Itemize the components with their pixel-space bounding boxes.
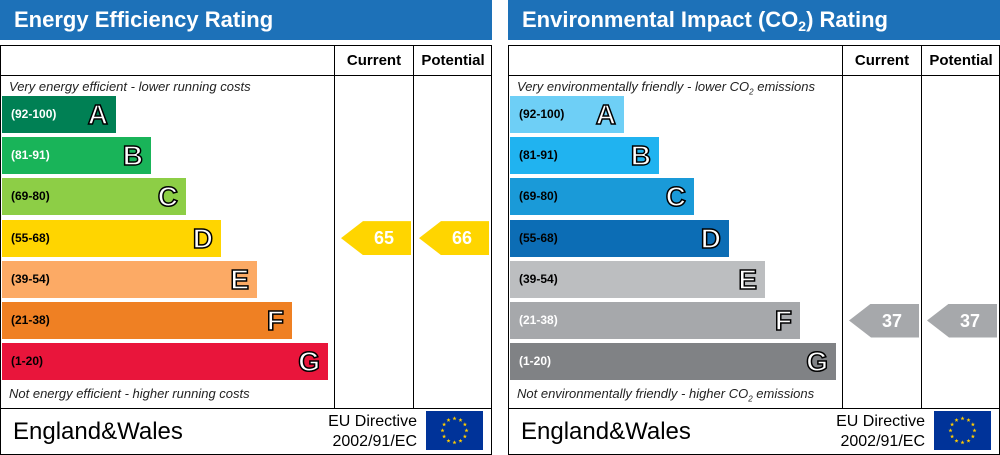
potential-column-header: Potential [929, 52, 993, 69]
eu-star-icon [960, 416, 965, 421]
band-letter: F [266, 304, 285, 337]
band-letter: A [87, 98, 109, 131]
rating-band-c: (69-80) C [2, 178, 186, 216]
rating-band-d: (55-68) D [2, 219, 221, 257]
current-rating-arrow: 37 [849, 303, 919, 338]
eu-star-icon [966, 438, 971, 443]
band-range-label: (21-38) [11, 313, 50, 327]
eu-star-icon [442, 422, 447, 427]
eu-star-icon [462, 422, 467, 427]
rating-band-e: (39-54) E [510, 260, 765, 298]
eu-star-icon [452, 416, 457, 421]
band-letter: C [665, 181, 687, 214]
current-column-header: Current [854, 52, 910, 69]
eu-star-icon [954, 417, 959, 422]
efficient-note: Very energy efficient - lower running co… [9, 79, 251, 94]
rating-band-c: (69-80) C [510, 178, 694, 216]
band-range-label: (39-54) [11, 271, 50, 286]
energy-efficiency-title: Energy Efficiency Rating [0, 0, 492, 40]
eu-flag-icon [426, 411, 483, 450]
band-range-label: (55-68) [11, 230, 50, 245]
potential-column-header: Potential [421, 52, 485, 69]
band-range-label: (1-20) [11, 354, 44, 369]
band-range-label: (39-54) [519, 271, 558, 286]
eu-star-icon [954, 438, 959, 443]
band-letter: E [738, 263, 758, 296]
rating-band-b: (81-91) B [2, 137, 151, 175]
band-letter: G [297, 345, 320, 378]
eu-star-icon [972, 428, 977, 433]
eu-star-icon [442, 434, 447, 439]
eu-star-icon [950, 434, 955, 439]
band-range-label: (81-91) [519, 148, 558, 163]
environmental-impact-panel: Environmental Impact (CO2) Rating Curren… [508, 0, 1000, 455]
eu-star-icon [446, 438, 451, 443]
band-range-label: (55-68) [519, 230, 558, 245]
eu-star-icon [446, 417, 451, 422]
rating-band-e: (39-54) E [2, 260, 257, 298]
band-letter: C [157, 181, 179, 214]
band-letter: B [630, 139, 652, 172]
band-range-label: (81-91) [11, 148, 50, 163]
rating-band-d: (55-68) D [510, 219, 729, 257]
eu-directive-label: EU Directive 2002/91/EC [328, 413, 417, 450]
energy-chart-frame: Current Potential Very energy efficient … [0, 45, 492, 455]
region-label: England&Wales [13, 418, 183, 445]
band-letter: D [192, 222, 214, 255]
eu-star-icon [960, 440, 965, 445]
eu-flag-icon [934, 411, 991, 450]
rating-band-a: (92-100) A [510, 96, 624, 133]
band-letter: G [805, 345, 828, 378]
eu-star-icon [452, 440, 457, 445]
eu-star-icon [970, 434, 975, 439]
current-rating-arrow: 65 [341, 221, 411, 256]
eu-star-icon [464, 428, 469, 433]
rating-band-b: (81-91) B [510, 137, 659, 175]
band-letter: E [230, 263, 250, 296]
band-range-label: (69-80) [519, 189, 558, 204]
eu-star-icon [950, 422, 955, 427]
inefficient-note: Not energy efficient - higher running co… [9, 386, 250, 401]
current-column-header: Current [346, 52, 402, 69]
band-range-label: (92-100) [11, 107, 57, 121]
rating-band-f: (21-38) F [2, 302, 292, 339]
band-range-label: (21-38) [519, 313, 558, 327]
rating-band-f: (21-38) F [510, 302, 800, 339]
band-range-label: (92-100) [519, 107, 565, 121]
rating-band-g: (1-20) G [510, 343, 836, 381]
potential-rating-arrow: 66 [419, 221, 489, 256]
region-label: England&Wales [521, 418, 691, 445]
friendly-note: Very environmentally friendly - lower CO… [517, 79, 816, 97]
environmental-impact-title: Environmental Impact (CO2) Rating [508, 0, 1000, 40]
eu-star-icon [966, 417, 971, 422]
band-range-label: (1-20) [519, 354, 552, 369]
unfriendly-note: Not environmentally friendly - higher CO… [517, 386, 815, 404]
eu-star-icon [458, 438, 463, 443]
rating-band-g: (1-20) G [2, 343, 328, 381]
environment-chart-frame: Current Potential Very environmentally f… [508, 45, 1000, 455]
eu-star-icon [462, 434, 467, 439]
band-range-label: (69-80) [11, 189, 50, 204]
rating-band-a: (92-100) A [2, 96, 116, 133]
eu-star-icon [458, 417, 463, 422]
energy-efficiency-panel: Energy Efficiency Rating Current Potenti… [0, 0, 492, 455]
band-letter: B [122, 139, 144, 172]
eu-directive-label: EU Directive 2002/91/EC [836, 413, 925, 450]
band-letter: D [700, 222, 722, 255]
eu-star-icon [440, 428, 445, 433]
band-letter: F [774, 304, 793, 337]
potential-rating-arrow: 37 [927, 303, 997, 338]
band-letter: A [595, 98, 617, 131]
eu-star-icon [948, 428, 953, 433]
eu-star-icon [970, 422, 975, 427]
